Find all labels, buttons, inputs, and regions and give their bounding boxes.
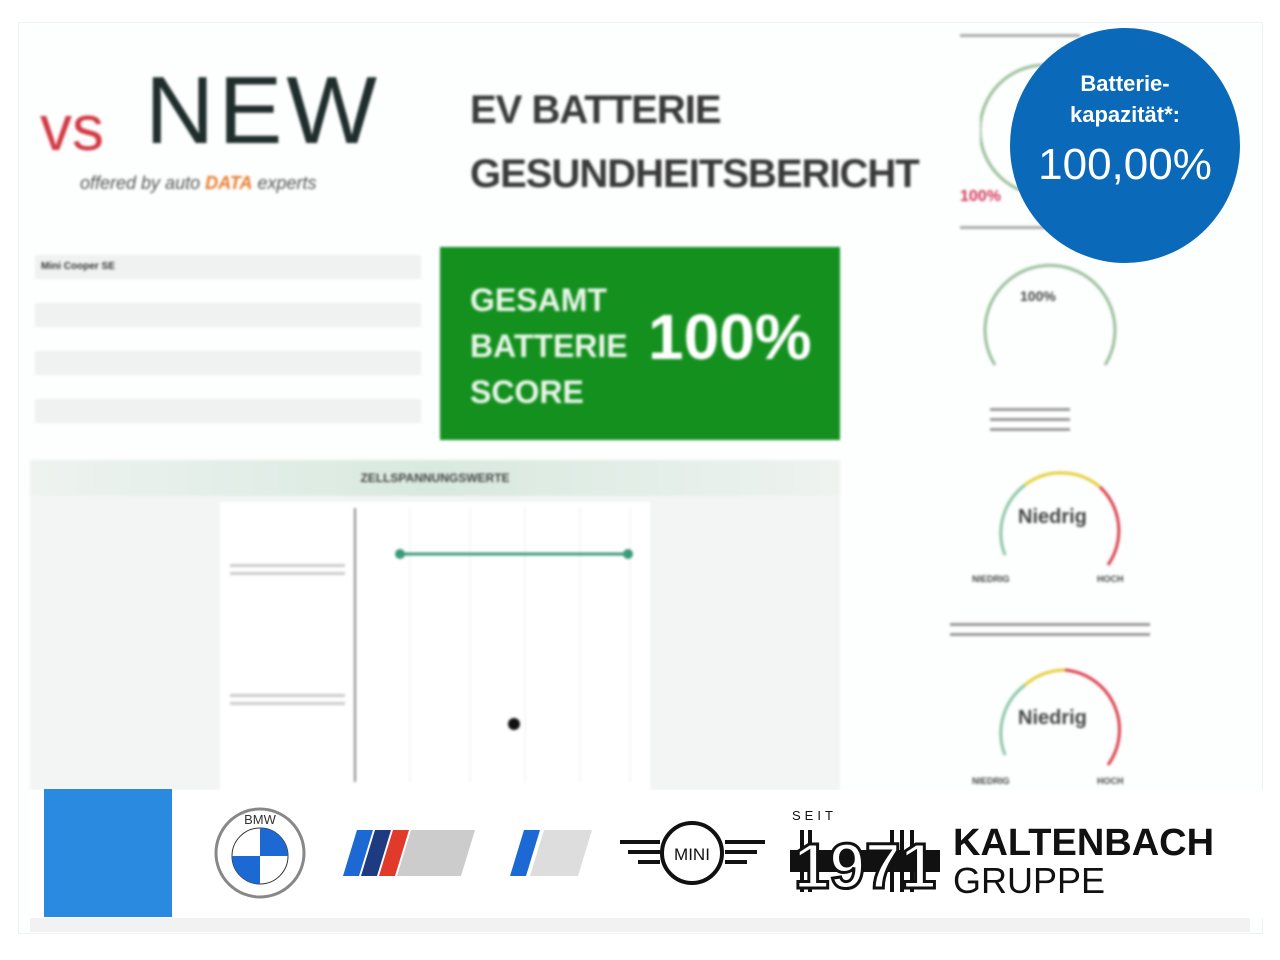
info-row: Mini Cooper SE — [35, 255, 421, 279]
battery-capacity-badge: Batterie-kapazität*: 100,00% — [1010, 28, 1240, 263]
footer-strip — [30, 918, 1250, 932]
capacity-percent: 100% — [960, 188, 1001, 205]
info-row — [35, 351, 421, 375]
1971-logo: 1971 — [790, 829, 940, 894]
badge-value: 100,00% — [1038, 140, 1212, 189]
svg-text:1971: 1971 — [794, 830, 936, 894]
logo-tagline: offered by auto DATA experts — [80, 173, 317, 193]
info-row — [35, 303, 421, 327]
overall-battery-score: GESAMT BATTERIE SCORE 100% — [440, 247, 840, 440]
seit-label: SEIT — [792, 808, 837, 823]
report-title: EV BATTERIE GESUNDHEITSBERICHT — [470, 88, 920, 196]
info-row — [35, 279, 421, 303]
bmw-logo: BMW — [214, 807, 306, 899]
risk-damage-value: Niedrig — [1018, 707, 1087, 729]
vehicle-info-table: Mini Cooper SE — [35, 255, 421, 423]
blue-square — [44, 789, 172, 917]
vsnew-logo: vs NEW offered by auto DATA experts — [40, 62, 430, 202]
cell-voltage-plot — [220, 502, 650, 790]
kaltenbach-logo: KALTENBACH GRUPPE — [953, 822, 1215, 901]
deviation-point — [508, 718, 520, 730]
info-row — [35, 375, 421, 399]
info-row — [35, 399, 421, 423]
bmw-m-logo — [343, 830, 475, 876]
gauge-low-label: NIEDRIG — [972, 574, 1010, 584]
gauge-high-label: HOCH — [1097, 574, 1124, 584]
logo-name: NEW — [145, 57, 381, 164]
gauge-high-label: HOCH — [1097, 776, 1124, 786]
gauge-low-label: NIEDRIG — [972, 776, 1010, 786]
info-row — [35, 327, 421, 351]
bmw-i-logo — [510, 830, 592, 876]
range-min-point — [395, 549, 405, 559]
svg-text:MINI: MINI — [674, 845, 710, 864]
risk-failure-value: Niedrig — [1018, 506, 1087, 528]
logo-prefix: vs — [40, 92, 104, 164]
cell-voltage-panel: ZELLSPANNUNGSWERTE — [30, 460, 840, 790]
mini-logo: MINI — [620, 821, 765, 885]
range-max-point — [623, 549, 633, 559]
svg-text:BMW: BMW — [244, 812, 277, 827]
health-percent: 100% — [1020, 288, 1056, 304]
cell-voltage-header: ZELLSPANNUNGSWERTE — [30, 460, 840, 496]
score-value: 100% — [648, 301, 812, 373]
